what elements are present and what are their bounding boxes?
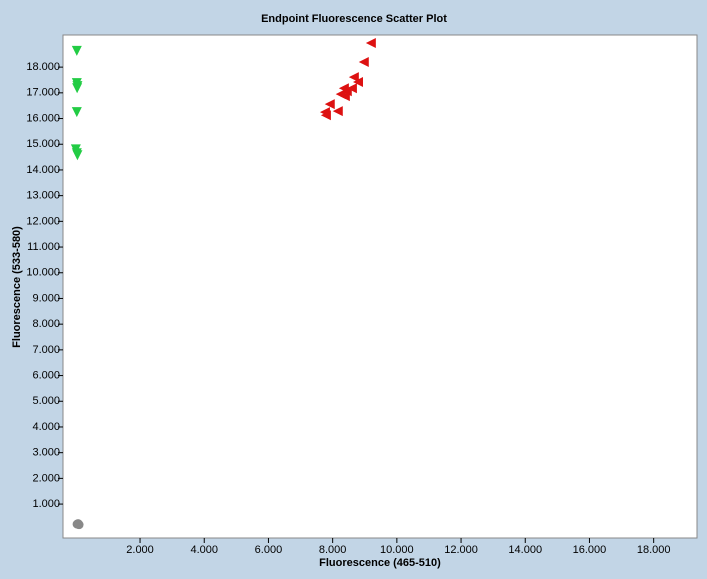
y-tick-label: 13.000 <box>26 190 60 202</box>
point <box>358 56 369 67</box>
point <box>353 77 364 88</box>
y-tick-label: 5.000 <box>32 395 60 407</box>
y-axis-label: Fluorescence (533-580) <box>11 226 23 348</box>
y-tick-label: 4.000 <box>32 421 60 433</box>
y-tick-label: 7.000 <box>32 344 60 356</box>
point <box>332 106 343 117</box>
y-tick-label: 15.000 <box>26 138 60 150</box>
x-axis-label: Fluorescence (465-510) <box>319 557 441 569</box>
y-tick-label: 3.000 <box>32 447 60 459</box>
point <box>72 150 83 161</box>
x-tick-label: 12.000 <box>444 544 478 556</box>
y-tick-label: 17.000 <box>26 87 60 99</box>
y-tick-label: 8.000 <box>32 318 60 330</box>
x-tick-label: 10.000 <box>380 544 414 556</box>
x-tick-label: 8.000 <box>319 544 347 556</box>
x-tick-label: 4.000 <box>190 544 218 556</box>
point <box>71 45 82 56</box>
y-tick-label: 18.000 <box>26 61 60 73</box>
point <box>346 83 357 94</box>
x-tick-label: 2.000 <box>126 544 154 556</box>
y-tick-label: 6.000 <box>32 369 60 381</box>
y-tick-label: 14.000 <box>26 164 60 176</box>
point <box>74 520 84 530</box>
x-tick-label: 16.000 <box>573 544 607 556</box>
y-tick-label: 16.000 <box>26 112 60 124</box>
point <box>72 83 83 94</box>
point <box>324 99 335 110</box>
y-tick-label: 1.000 <box>32 498 60 510</box>
point <box>365 37 376 48</box>
x-tick-label: 14.000 <box>508 544 542 556</box>
y-tick-label: 12.000 <box>26 215 60 227</box>
point <box>335 89 346 100</box>
y-tick-label: 2.000 <box>32 472 60 484</box>
y-tick-label: 9.000 <box>32 292 60 304</box>
x-tick-label: 18.000 <box>637 544 671 556</box>
chart-title: Endpoint Fluorescence Scatter Plot <box>261 13 447 25</box>
point <box>320 110 331 121</box>
x-tick-label: 6.000 <box>255 544 283 556</box>
point <box>71 107 82 118</box>
point <box>338 83 349 94</box>
y-tick-label: 10.000 <box>26 267 60 279</box>
y-tick-label: 11.000 <box>27 241 60 253</box>
point <box>348 72 359 83</box>
plot-area <box>62 34 698 539</box>
